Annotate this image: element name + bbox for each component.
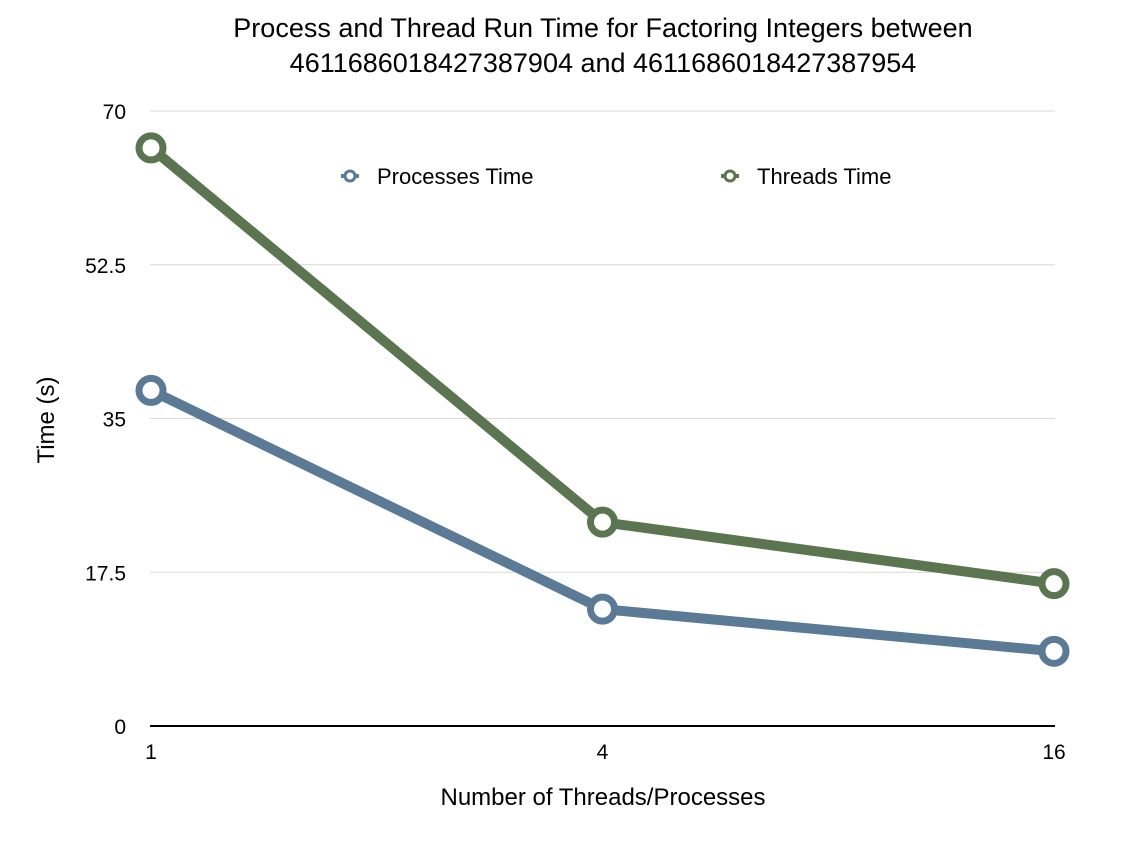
data-point: [587, 506, 618, 538]
series-threads-time: [135, 132, 1070, 600]
legend-label: Processes Time: [377, 164, 534, 189]
legend-item: Processes Time: [341, 164, 534, 189]
y-tick-label: 35: [103, 409, 126, 432]
legend: Processes Time Threads Time: [341, 164, 892, 189]
gridlines: [150, 110, 1055, 573]
chart-title-line-1: Process and Thread Run Time for Factorin…: [233, 13, 972, 43]
data-point: [135, 374, 167, 406]
y-axis-title: Time (s): [33, 376, 60, 463]
x-tick-label: 1: [145, 741, 157, 764]
x-tick-label: 16: [1042, 741, 1065, 764]
data-point: [587, 593, 618, 625]
legend-swatch-marker: [343, 169, 357, 183]
legend-swatch-marker: [723, 169, 737, 183]
legend-label: Threads Time: [757, 164, 892, 189]
x-axis-ticks: 1 4 16: [145, 741, 1066, 764]
y-tick-label: 70: [103, 101, 126, 124]
legend-item: Threads Time: [721, 164, 892, 189]
series-group: [135, 132, 1070, 667]
x-axis-title: Number of Threads/Processes: [440, 784, 765, 811]
y-tick-label: 0: [114, 716, 126, 739]
series-processes-time: [135, 374, 1070, 667]
x-tick-label: 4: [597, 741, 609, 764]
y-tick-label: 52.5: [85, 255, 126, 278]
data-point: [135, 132, 167, 164]
chart-title-line-2: 4611686018427387904 and 4611686018427387…: [290, 48, 917, 78]
y-axis-ticks: 0 17.5 35 52.5 70: [85, 101, 126, 739]
data-point: [1038, 635, 1070, 667]
data-point: [1038, 568, 1070, 600]
y-tick-label: 17.5: [85, 562, 126, 585]
